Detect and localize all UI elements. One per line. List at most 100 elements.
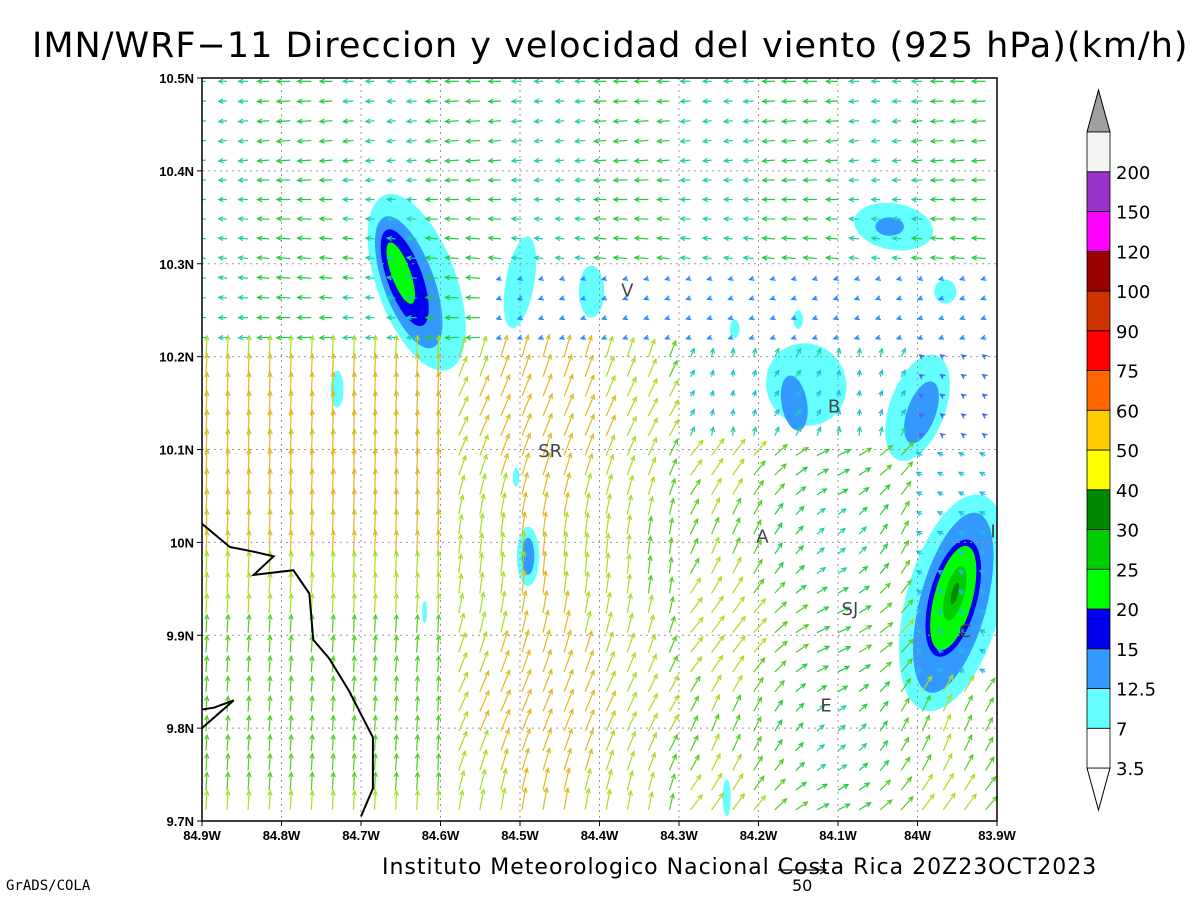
wind-vector xyxy=(858,703,868,712)
wind-vector xyxy=(394,429,398,456)
wind-vector-head xyxy=(631,710,637,718)
wind-vector xyxy=(445,336,459,339)
wind-vector-head xyxy=(936,668,943,674)
wind-vector-head xyxy=(835,389,842,396)
wind-vector xyxy=(394,372,398,397)
wind-vector-head xyxy=(487,98,494,105)
wind-vector xyxy=(732,478,743,496)
wind-vector-head xyxy=(970,158,977,164)
wind-vector xyxy=(289,734,292,751)
wind-vector xyxy=(202,257,207,260)
wind-vector-head xyxy=(709,347,716,354)
wind-vector-head xyxy=(225,467,231,474)
wind-vector xyxy=(343,179,354,181)
wind-vector-head xyxy=(217,294,224,301)
wind-vector-head xyxy=(524,629,530,636)
wind-vector-head xyxy=(701,138,709,144)
wind-vector-head xyxy=(385,235,393,242)
wind-vector-head xyxy=(435,389,442,396)
place-label: SR xyxy=(538,441,562,462)
wind-vector xyxy=(900,599,914,614)
wind-vector xyxy=(310,353,313,377)
legend-swatch xyxy=(1086,330,1111,371)
footer-credit: Instituto Meteorologico Nacional Costa R… xyxy=(382,855,1098,880)
wind-vector xyxy=(950,159,965,162)
wind-vector-head xyxy=(673,398,680,406)
wind-vector xyxy=(803,179,817,181)
wind-vector-head xyxy=(516,275,523,281)
x-tick-label: 84W xyxy=(904,828,931,843)
wind-vector xyxy=(563,591,569,614)
wind-vector xyxy=(732,498,742,515)
wind-vector-head xyxy=(405,157,412,164)
wind-vector-head xyxy=(891,235,898,242)
wind-vector-head xyxy=(701,98,709,104)
wind-vector xyxy=(406,276,417,279)
wind-vector-head xyxy=(802,138,809,144)
wind-vector xyxy=(563,453,572,476)
wind-vector-head xyxy=(246,634,252,641)
wind-vector xyxy=(352,696,356,712)
wind-vector-head xyxy=(424,98,431,105)
wind-vector xyxy=(703,256,712,260)
wind-vector xyxy=(689,696,699,712)
wind-vector-head xyxy=(670,477,677,484)
wind-vector xyxy=(892,179,902,181)
wind-vector-head xyxy=(672,359,678,366)
wind-vector-head xyxy=(393,592,400,599)
wind-vector-head xyxy=(435,789,442,796)
wind-vector-head xyxy=(204,334,210,341)
wind-vector-head xyxy=(866,624,873,631)
wind-vector-head xyxy=(891,216,898,222)
wind-vector-head xyxy=(566,629,572,636)
wind-vector-head xyxy=(980,334,987,340)
wind-vector xyxy=(753,578,765,594)
wind-vector xyxy=(605,631,614,653)
wind-vector-head xyxy=(781,798,788,804)
wind-vector-head xyxy=(330,334,336,341)
wind-vector xyxy=(711,635,725,653)
wind-vector xyxy=(542,433,552,456)
wind-vector xyxy=(276,139,291,143)
wind-vector-head xyxy=(385,294,393,301)
wind-vector xyxy=(732,773,744,791)
wind-vector xyxy=(437,676,440,692)
wind-vector-head xyxy=(949,255,956,261)
wind-vector-head xyxy=(372,675,378,682)
wind-vector xyxy=(542,590,548,614)
wind-vector-head xyxy=(958,275,966,281)
wind-vector-head xyxy=(777,699,784,706)
wind-vector xyxy=(668,419,679,437)
wind-vector-head xyxy=(668,556,674,563)
legend-label: 15 xyxy=(1116,640,1139,661)
wind-vector-head xyxy=(217,78,224,85)
wind-vector-head xyxy=(918,373,925,380)
y-tick-label: 9.9N xyxy=(167,628,194,643)
wind-vector-head xyxy=(225,771,231,778)
wind-vector xyxy=(879,523,888,535)
wind-vector-head xyxy=(385,118,393,124)
wind-vector-head xyxy=(330,508,336,515)
wind-vector-head xyxy=(631,730,637,737)
wind-vector xyxy=(319,120,333,123)
wind-vector-head xyxy=(820,566,827,573)
wind-vector-head xyxy=(503,629,509,637)
wind-vector xyxy=(753,441,767,456)
wind-vector-head xyxy=(628,769,634,777)
wind-vector xyxy=(387,237,396,240)
wind-vector-head xyxy=(870,177,877,183)
wind-vector-head xyxy=(760,597,767,605)
wind-vector-head xyxy=(706,295,713,301)
wind-vector xyxy=(257,276,270,279)
wind-vector-head xyxy=(957,452,964,458)
wind-vector xyxy=(626,455,635,476)
wind-vector xyxy=(343,159,354,162)
wind-vector-head xyxy=(393,467,400,474)
wind-vector-head xyxy=(797,525,804,532)
wind-vector xyxy=(647,733,657,752)
wind-vector xyxy=(879,720,888,732)
wind-vector xyxy=(563,492,569,515)
wind-vector xyxy=(858,526,867,535)
wind-vector-head xyxy=(761,157,768,164)
wind-vector xyxy=(879,464,892,476)
